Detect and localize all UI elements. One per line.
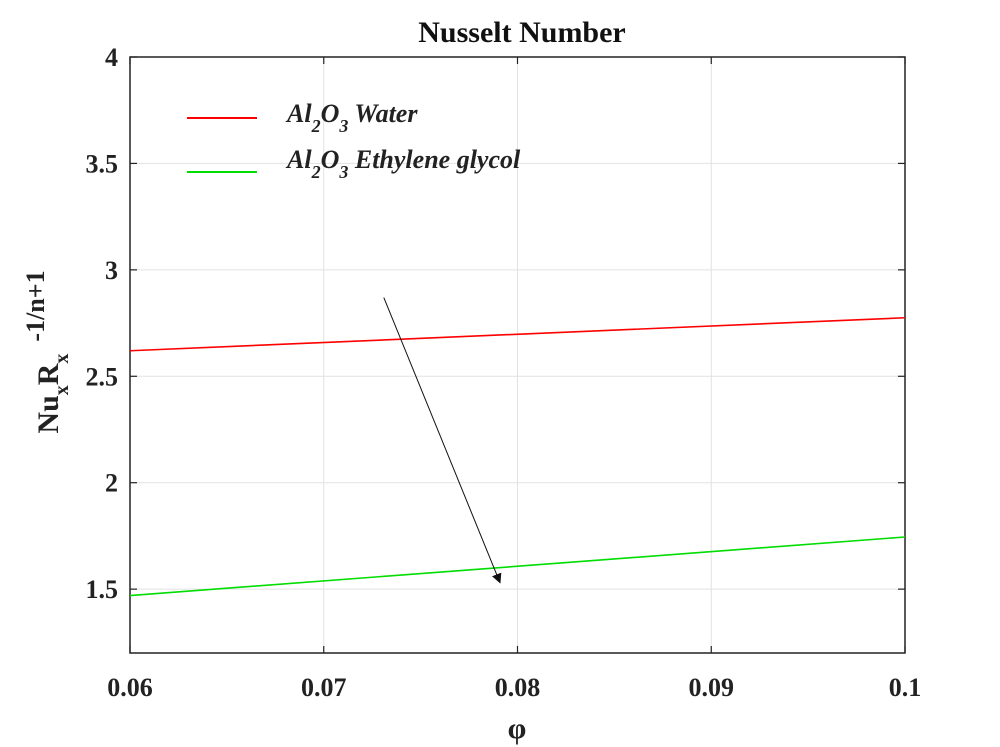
legend-label-ethylene-glycol: Al2O3 Ethylene glycol — [285, 145, 521, 182]
grid — [129, 56, 906, 653]
y-tick-label: 1.5 — [86, 575, 119, 604]
x-tick-label: 0.07 — [301, 673, 347, 702]
y-tick-label: 4 — [105, 43, 118, 72]
x-tick-labels: 0.06 0.07 0.08 0.09 0.1 — [107, 673, 921, 702]
annotations — [383, 297, 502, 584]
series-line-1 — [129, 536, 906, 597]
annotation-arrow-0 — [383, 297, 502, 584]
x-tick-label: 0.08 — [495, 673, 541, 702]
y-tick-label: 2.5 — [86, 362, 119, 391]
legend: Al2O3 Water Al2O3 Ethylene glycol — [187, 99, 521, 182]
y-tick-label: 3.5 — [86, 149, 119, 178]
legend-label-water: Al2O3 Water — [285, 99, 418, 136]
y-tick-label: 2 — [105, 469, 118, 498]
series-line-0 — [129, 316, 906, 352]
y-tick-labels: 1.5 2 2.5 3 3.5 4 — [86, 43, 119, 604]
x-tick-label: 0.06 — [107, 673, 153, 702]
y-tick-label: 3 — [105, 256, 118, 285]
plot-frame — [129, 56, 906, 654]
y-axis-label: NuxRx-1/n+1 — [21, 270, 73, 433]
x-axis-label: φ — [508, 712, 527, 745]
x-tick-label: 0.09 — [689, 673, 735, 702]
x-tick-label: 0.1 — [889, 673, 922, 702]
chart-title: Nusselt Number — [418, 16, 626, 49]
series-group — [129, 316, 906, 597]
